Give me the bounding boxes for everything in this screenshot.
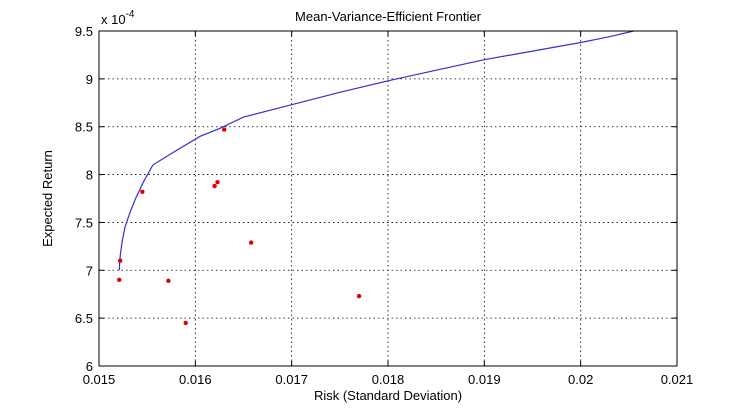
y-tick-label: 6 bbox=[86, 359, 93, 374]
y-axis-exponent: x 10-4 bbox=[101, 9, 135, 27]
asset-point bbox=[117, 258, 123, 263]
asset-point bbox=[140, 189, 145, 194]
asset-point bbox=[222, 127, 227, 132]
x-tick-label: 0.015 bbox=[83, 372, 116, 387]
asset-point bbox=[166, 278, 171, 284]
efficient-frontier-line bbox=[118, 30, 634, 271]
chart-title: Mean-Variance-Efficient Frontier bbox=[295, 9, 482, 24]
asset-point bbox=[183, 320, 188, 326]
asset-point bbox=[249, 240, 254, 245]
asset-point bbox=[215, 180, 220, 185]
x-tick-label: 0.017 bbox=[275, 372, 308, 387]
x-axis-label: Risk (Standard Deviation) bbox=[314, 388, 462, 403]
y-tick-label: 9.5 bbox=[75, 24, 93, 39]
series-layer bbox=[117, 30, 634, 326]
y-tick-label: 7 bbox=[86, 263, 93, 278]
asset-point bbox=[212, 183, 217, 189]
y-exponent-power: -4 bbox=[126, 9, 135, 20]
asset-point bbox=[356, 293, 362, 299]
y-tick-label: 6.5 bbox=[75, 311, 93, 326]
x-tick-label: 0.019 bbox=[468, 372, 501, 387]
asset-point bbox=[117, 277, 122, 283]
y-axis-label: Expected Return bbox=[40, 150, 55, 247]
x-tick-label: 0.02 bbox=[568, 372, 593, 387]
y-tick-label: 8.5 bbox=[75, 120, 93, 135]
y-tick-label: 7.5 bbox=[75, 215, 93, 230]
grid bbox=[99, 31, 677, 366]
y-exponent-base: x 10 bbox=[101, 12, 126, 27]
x-tick-label: 0.018 bbox=[372, 372, 405, 387]
ticks: 0.015 0.016 0.017 0.018 0.019 0.02 0.021 6 6.5 7 7… bbox=[75, 24, 693, 387]
y-tick-label: 9 bbox=[86, 72, 93, 87]
x-tick-label: 0.021 bbox=[661, 372, 694, 387]
x-tick-label: 0.016 bbox=[179, 372, 212, 387]
y-tick-label: 8 bbox=[86, 168, 93, 183]
